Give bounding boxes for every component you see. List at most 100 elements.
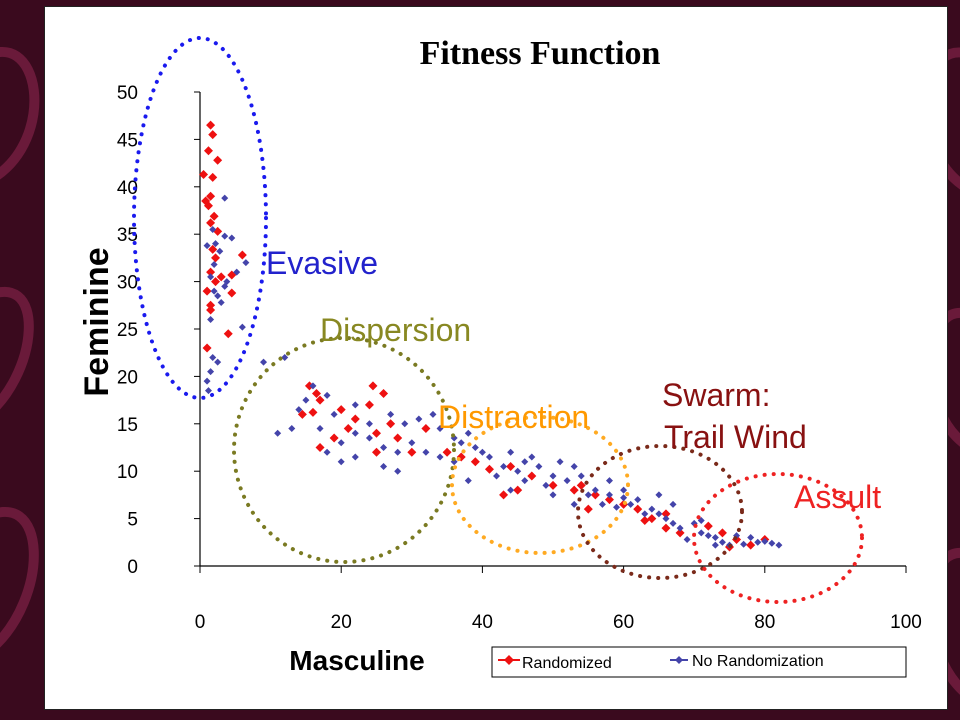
legend-label-randomized: Randomized [522,655,612,672]
point-no-randomization [464,429,472,437]
legend-marker-randomized [504,655,514,665]
y-tick-label: 40 [117,178,138,199]
point-no-randomization [514,467,522,475]
point-randomized [206,218,216,228]
y-tick-label: 30 [117,273,138,294]
point-no-randomization [302,396,310,404]
point-no-randomization [676,524,684,532]
point-randomized [223,329,233,339]
point-no-randomization [485,453,493,461]
point-no-randomization [570,462,578,470]
point-no-randomization [655,510,663,518]
point-no-randomization [228,234,236,242]
point-no-randomization [620,486,628,494]
point-randomized [717,528,727,538]
label-assult: Assult [794,479,881,515]
x-ticks: 0 20 40 60 80 100 [195,566,922,633]
point-randomized [661,509,671,519]
point-randomized [216,272,226,282]
point-no-randomization [394,448,402,456]
point-randomized [206,120,216,130]
x-tick-label: 0 [195,612,206,633]
point-no-randomization [528,453,536,461]
point-randomized [208,130,218,140]
point-no-randomization [627,500,635,508]
point-no-randomization [556,458,564,466]
point-no-randomization [323,448,331,456]
point-no-randomization [351,401,359,409]
legend-marker-no-randomization [675,656,683,664]
point-randomized [386,419,396,429]
point-randomized [484,464,494,474]
point-randomized [604,495,614,505]
point-randomized [368,381,378,391]
point-randomized [393,433,403,443]
point-no-randomization [542,481,550,489]
point-randomized [329,433,339,443]
point-randomized [675,528,685,538]
point-no-randomization [718,538,726,546]
point-randomized [379,388,389,398]
point-randomized [203,201,213,211]
x-tick-label: 20 [331,612,352,633]
point-no-randomization [380,462,388,470]
point-no-randomization [683,535,691,543]
point-randomized [315,395,325,405]
point-no-randomization [351,453,359,461]
legend-label-no-randomization: No Randomization [692,653,824,670]
point-no-randomization [570,500,578,508]
point-no-randomization [563,477,571,485]
point-randomized [661,523,671,533]
point-randomized [583,504,593,514]
point-no-randomization [711,534,719,542]
point-randomized [590,490,600,500]
point-no-randomization [754,538,762,546]
point-randomized [208,172,218,182]
point-no-randomization [221,282,229,290]
point-no-randomization [210,261,218,269]
point-no-randomization [316,425,324,433]
point-randomized [202,343,212,353]
point-no-randomization [662,515,670,523]
point-randomized [227,288,237,298]
point-no-randomization [209,353,217,361]
y-axis-label: Feminine [78,247,116,396]
point-randomized [208,244,218,254]
point-randomized [237,250,247,260]
point-no-randomization [281,353,289,361]
y-tick-label: 10 [117,462,138,483]
point-no-randomization [422,448,430,456]
point-randomized [499,490,509,500]
point-randomized [343,424,353,434]
point-no-randomization [323,391,331,399]
point-no-randomization [214,358,222,366]
point-no-randomization [242,259,250,267]
point-no-randomization [365,420,373,428]
point-no-randomization [203,242,211,250]
point-no-randomization [337,439,345,447]
point-randomized [211,253,221,263]
y-tick-label: 15 [117,415,138,436]
point-no-randomization [478,448,486,456]
point-no-randomization [697,529,705,537]
point-no-randomization [415,415,423,423]
point-no-randomization [605,477,613,485]
chart-panel [44,6,948,710]
point-randomized [421,424,431,434]
point-randomized [527,471,537,481]
point-randomized [350,414,360,424]
point-no-randomization [295,406,303,414]
point-randomized [297,409,307,419]
point-no-randomization [217,298,225,306]
point-no-randomization [457,439,465,447]
point-randomized [311,388,321,398]
point-no-randomization [669,519,677,527]
point-no-randomization [464,477,472,485]
point-randomized [372,447,381,457]
point-no-randomization [620,494,628,502]
point-no-randomization [216,247,224,255]
point-no-randomization [507,448,515,456]
point-randomized [209,211,219,221]
point-randomized [206,267,216,277]
